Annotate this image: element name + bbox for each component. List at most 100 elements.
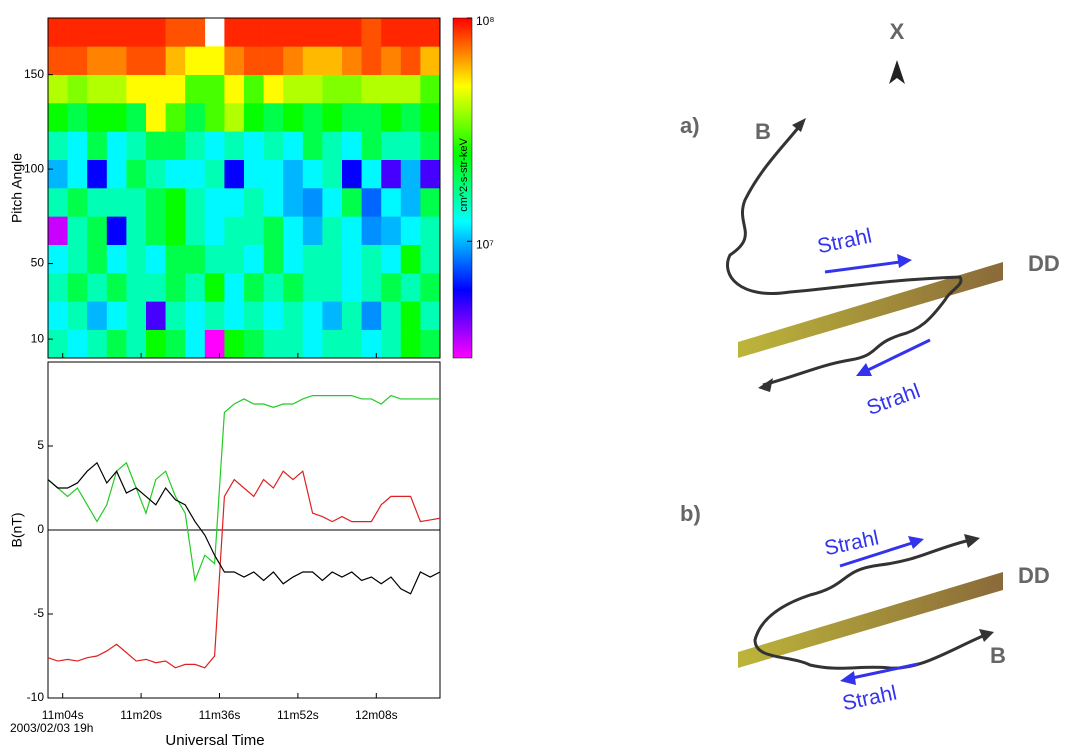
heat-cell	[342, 103, 362, 132]
field-arrow	[979, 629, 994, 642]
heat-cell	[322, 74, 343, 104]
heat-cell	[204, 301, 225, 330]
heat-cell	[87, 273, 108, 302]
heat-cell	[342, 46, 362, 75]
heat-cell	[87, 74, 108, 104]
heat-cell	[322, 131, 343, 160]
heat-cell	[106, 131, 127, 160]
heat-cell	[322, 46, 343, 75]
heat-cell	[381, 273, 402, 302]
heat-cell	[420, 131, 441, 160]
field-line	[753, 538, 986, 670]
heat-cell	[185, 131, 206, 160]
colorbar-tick-label: 10⁸	[476, 14, 494, 28]
axis-arrow	[889, 60, 905, 84]
heat-cell	[302, 329, 323, 359]
heat-cell	[185, 159, 206, 189]
heat-cell	[342, 301, 362, 330]
x-tick-label: 11m52s	[277, 708, 319, 722]
strahl-arrow	[867, 338, 931, 372]
heat-cell	[244, 159, 264, 189]
heat-cell	[400, 74, 421, 104]
heat-cell	[244, 103, 264, 132]
heat-cell	[342, 216, 362, 245]
axis-label: X	[890, 19, 905, 44]
heat-cell	[263, 273, 284, 302]
y-tick-label: 5	[37, 438, 44, 452]
heat-cell	[165, 18, 186, 47]
heat-cell	[185, 103, 206, 132]
strahl-label: Strahl	[815, 224, 873, 258]
heat-cell	[322, 244, 343, 274]
x-tick-label: 11m04s	[42, 708, 84, 722]
heat-cell	[244, 74, 264, 104]
heat-cell	[283, 131, 304, 160]
date-label: 2003/02/03 19h	[10, 721, 93, 735]
heat-cell	[146, 244, 166, 274]
heat-cell	[400, 329, 421, 359]
y-tick-label: 0	[37, 522, 44, 536]
heat-cell	[126, 103, 147, 132]
heat-cell	[87, 301, 108, 330]
heat-cell	[263, 18, 284, 47]
heat-cell	[244, 301, 264, 330]
heat-cell	[165, 329, 186, 359]
heat-cell	[126, 301, 147, 330]
heat-cell	[126, 188, 147, 217]
heat-cell	[48, 159, 68, 189]
heat-cell	[165, 74, 186, 104]
heat-cell	[263, 46, 284, 75]
heat-cell	[420, 273, 441, 302]
heat-cell	[244, 216, 264, 245]
series-line	[47, 470, 441, 669]
heat-cell	[146, 329, 166, 359]
heat-cell	[381, 103, 402, 132]
heat-cell	[67, 273, 88, 302]
heat-cell	[204, 273, 225, 302]
heat-cell	[165, 244, 186, 274]
heat-cell	[165, 273, 186, 302]
heat-cell	[322, 103, 343, 132]
x-axis-label: Universal Time	[165, 732, 264, 749]
heat-cell	[106, 18, 127, 47]
strahl-arrow	[851, 662, 919, 680]
x-tick-label: 12m08s	[355, 708, 398, 722]
heat-cell	[106, 103, 127, 132]
heat-cell	[224, 216, 245, 245]
heat-cell	[67, 46, 88, 75]
heat-cell	[185, 18, 206, 47]
x-tick-label: 11m20s	[120, 708, 162, 722]
heat-cell	[381, 301, 402, 330]
heat-cell	[322, 188, 343, 217]
heat-cell	[126, 74, 147, 104]
heat-cell	[67, 159, 88, 189]
field-label: B	[755, 119, 771, 144]
heat-cell	[322, 273, 343, 302]
heat-cell	[381, 131, 402, 160]
heat-cell	[67, 216, 88, 245]
heat-cell	[224, 159, 245, 189]
heat-cell	[400, 103, 421, 132]
strahl-label: Strahl	[840, 681, 898, 715]
heat-cell	[361, 18, 382, 47]
y-tick-label: 50	[31, 256, 45, 270]
heat-cell	[381, 74, 402, 104]
heat-cell	[87, 103, 108, 132]
heat-cell	[185, 273, 206, 302]
heat-cell	[283, 188, 304, 217]
heat-cell	[342, 159, 362, 189]
heat-cell	[126, 273, 147, 302]
heat-cell	[420, 301, 441, 330]
heat-cell	[185, 244, 206, 274]
heat-cell	[87, 18, 108, 47]
heat-cell	[106, 188, 127, 217]
heat-cell	[126, 18, 147, 47]
heat-cell	[302, 301, 323, 330]
heat-cell	[126, 131, 147, 160]
heat-cell	[87, 46, 108, 75]
series-line	[47, 394, 440, 583]
heat-cell	[146, 216, 166, 245]
heat-cell	[381, 244, 402, 274]
heat-cell	[342, 329, 362, 359]
y-tick-label: 10	[31, 331, 45, 345]
